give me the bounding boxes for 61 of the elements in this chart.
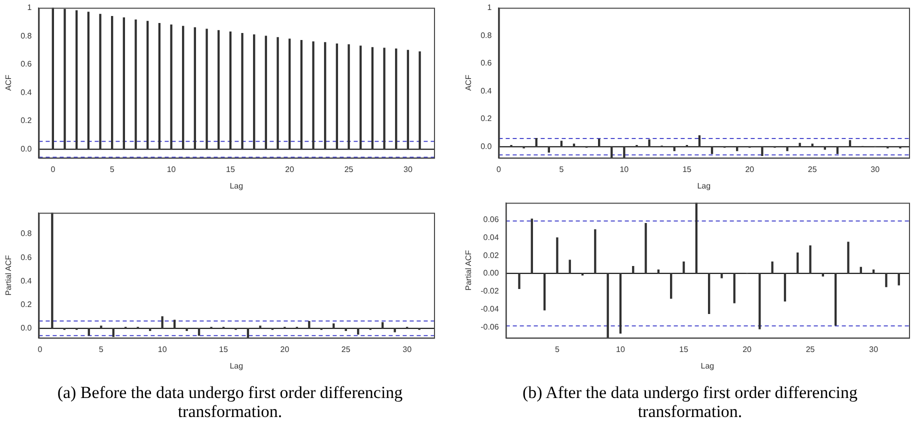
x-tick-label: 25 — [341, 344, 351, 354]
y-tick-label: 0.06 — [483, 214, 500, 224]
y-axis-title: Partial ACF — [4, 254, 14, 296]
y-tick-label: 0.04 — [483, 232, 500, 242]
x-tick-label: 0 — [38, 344, 43, 354]
x-tick-label: 15 — [682, 164, 692, 174]
x-tick-label: 20 — [742, 344, 752, 354]
x-tick-label: 10 — [158, 344, 168, 354]
x-tick-label: 25 — [808, 164, 818, 174]
y-tick-label: 0.6 — [20, 60, 32, 69]
y-tick-label: 0.00 — [483, 268, 500, 278]
y-tick-label: 1 — [487, 3, 492, 12]
x-tick-label: 0 — [496, 164, 502, 174]
y-tick-label: -0.06 — [480, 322, 500, 332]
y-tick-label: 0.4 — [20, 276, 32, 286]
x-tick-label: 0 — [50, 164, 56, 174]
x-tick-label: 10 — [616, 344, 626, 354]
x-tick-label: 5 — [110, 164, 115, 174]
y-tick-label: 0.6 — [480, 58, 492, 68]
x-tick-label: 15 — [226, 164, 236, 174]
x-axis-title: Lag — [697, 181, 711, 190]
y-tick-label: 0.02 — [483, 250, 500, 260]
x-tick-label: 5 — [98, 344, 104, 354]
y-tick-label: 0.4 — [480, 86, 492, 96]
y-tick-label: 1 — [27, 3, 32, 12]
x-axis-title: Lag — [700, 361, 714, 370]
text: (b) After the data undergo first order differencing transformation. — [522, 383, 858, 421]
y-tick-label: -0.02 — [480, 286, 500, 296]
y-axis-title: ACF — [4, 74, 14, 91]
y-tick-label: 0.8 — [480, 30, 492, 40]
y-tick-label: -0.04 — [480, 304, 500, 314]
x-tick-label: 15 — [679, 344, 689, 354]
y-tick-label: 0.8 — [20, 229, 32, 238]
x-tick-label: 25 — [806, 344, 816, 354]
x-tick-label: 10 — [166, 164, 176, 174]
y-tick-label: 0.2 — [20, 300, 32, 309]
x-tick-label: 5 — [554, 344, 560, 354]
text: (a) Before the data undergo first order differencing transformation. — [56, 383, 404, 421]
x-tick-label: 15 — [219, 344, 229, 354]
y-tick-label: 0.0 — [20, 324, 32, 333]
x-tick-label: 20 — [285, 164, 295, 174]
y-tick-label: 0.2 — [20, 116, 32, 126]
y-tick-label: 0.0 — [480, 142, 492, 151]
y-tick-label: 0.6 — [20, 252, 32, 262]
y-tick-label: 0.0 — [20, 144, 32, 154]
y-tick-label: 0.2 — [480, 114, 492, 124]
y-tick-label: 0.8 — [20, 31, 32, 40]
y-axis-title: ACF — [464, 74, 474, 91]
y-tick-label: 0.4 — [20, 88, 32, 97]
x-tick-label: 5 — [559, 164, 564, 174]
x-axis-title: Lag — [230, 361, 244, 370]
x-tick-label: 30 — [869, 344, 879, 354]
x-tick-label: 30 — [404, 164, 413, 174]
y-axis-title: Partial ACF — [464, 250, 474, 291]
x-tick-label: 30 — [870, 164, 880, 174]
x-tick-label: 25 — [344, 164, 354, 174]
x-tick-label: 30 — [402, 344, 412, 354]
x-tick-label: 10 — [620, 164, 630, 174]
x-tick-label: 20 — [280, 344, 290, 354]
x-axis-title: Lag — [230, 181, 244, 190]
x-tick-label: 20 — [745, 164, 755, 174]
